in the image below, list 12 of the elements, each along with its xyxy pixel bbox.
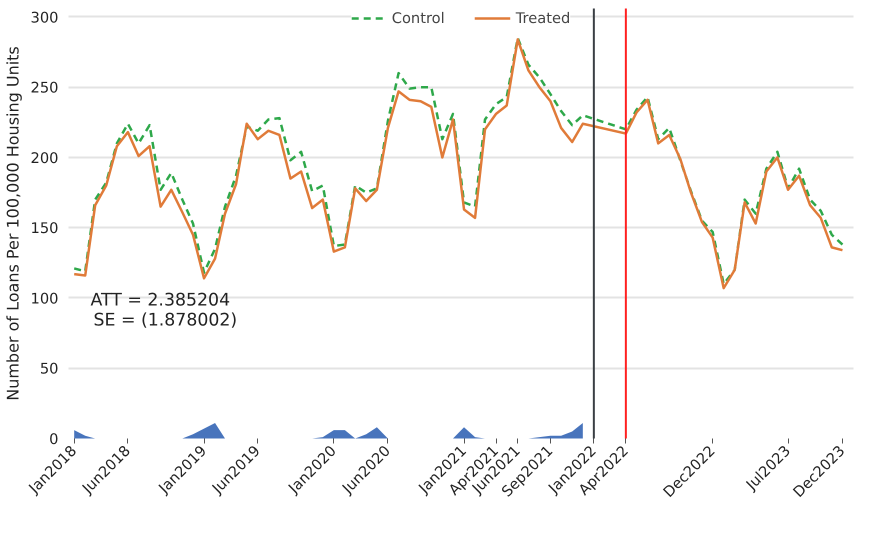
y-tick-label: 200	[30, 150, 59, 167]
y-tick-label: 0	[49, 431, 59, 448]
y-tick-label: 150	[30, 220, 59, 238]
y-tick-label: 300	[30, 9, 59, 26]
y-axis-title: Number of Loans Per 100,000 Housing Units	[4, 46, 23, 401]
y-tick-label: 250	[30, 80, 59, 97]
annotation: ATT = 2.385204	[90, 290, 230, 310]
legend-label: Treated	[516, 10, 570, 26]
y-tick-label: 50	[40, 360, 59, 378]
y-tick-label: 100	[30, 290, 59, 308]
legend-label: Control	[392, 10, 445, 26]
annotation: SE = (1.878002)	[94, 310, 238, 330]
